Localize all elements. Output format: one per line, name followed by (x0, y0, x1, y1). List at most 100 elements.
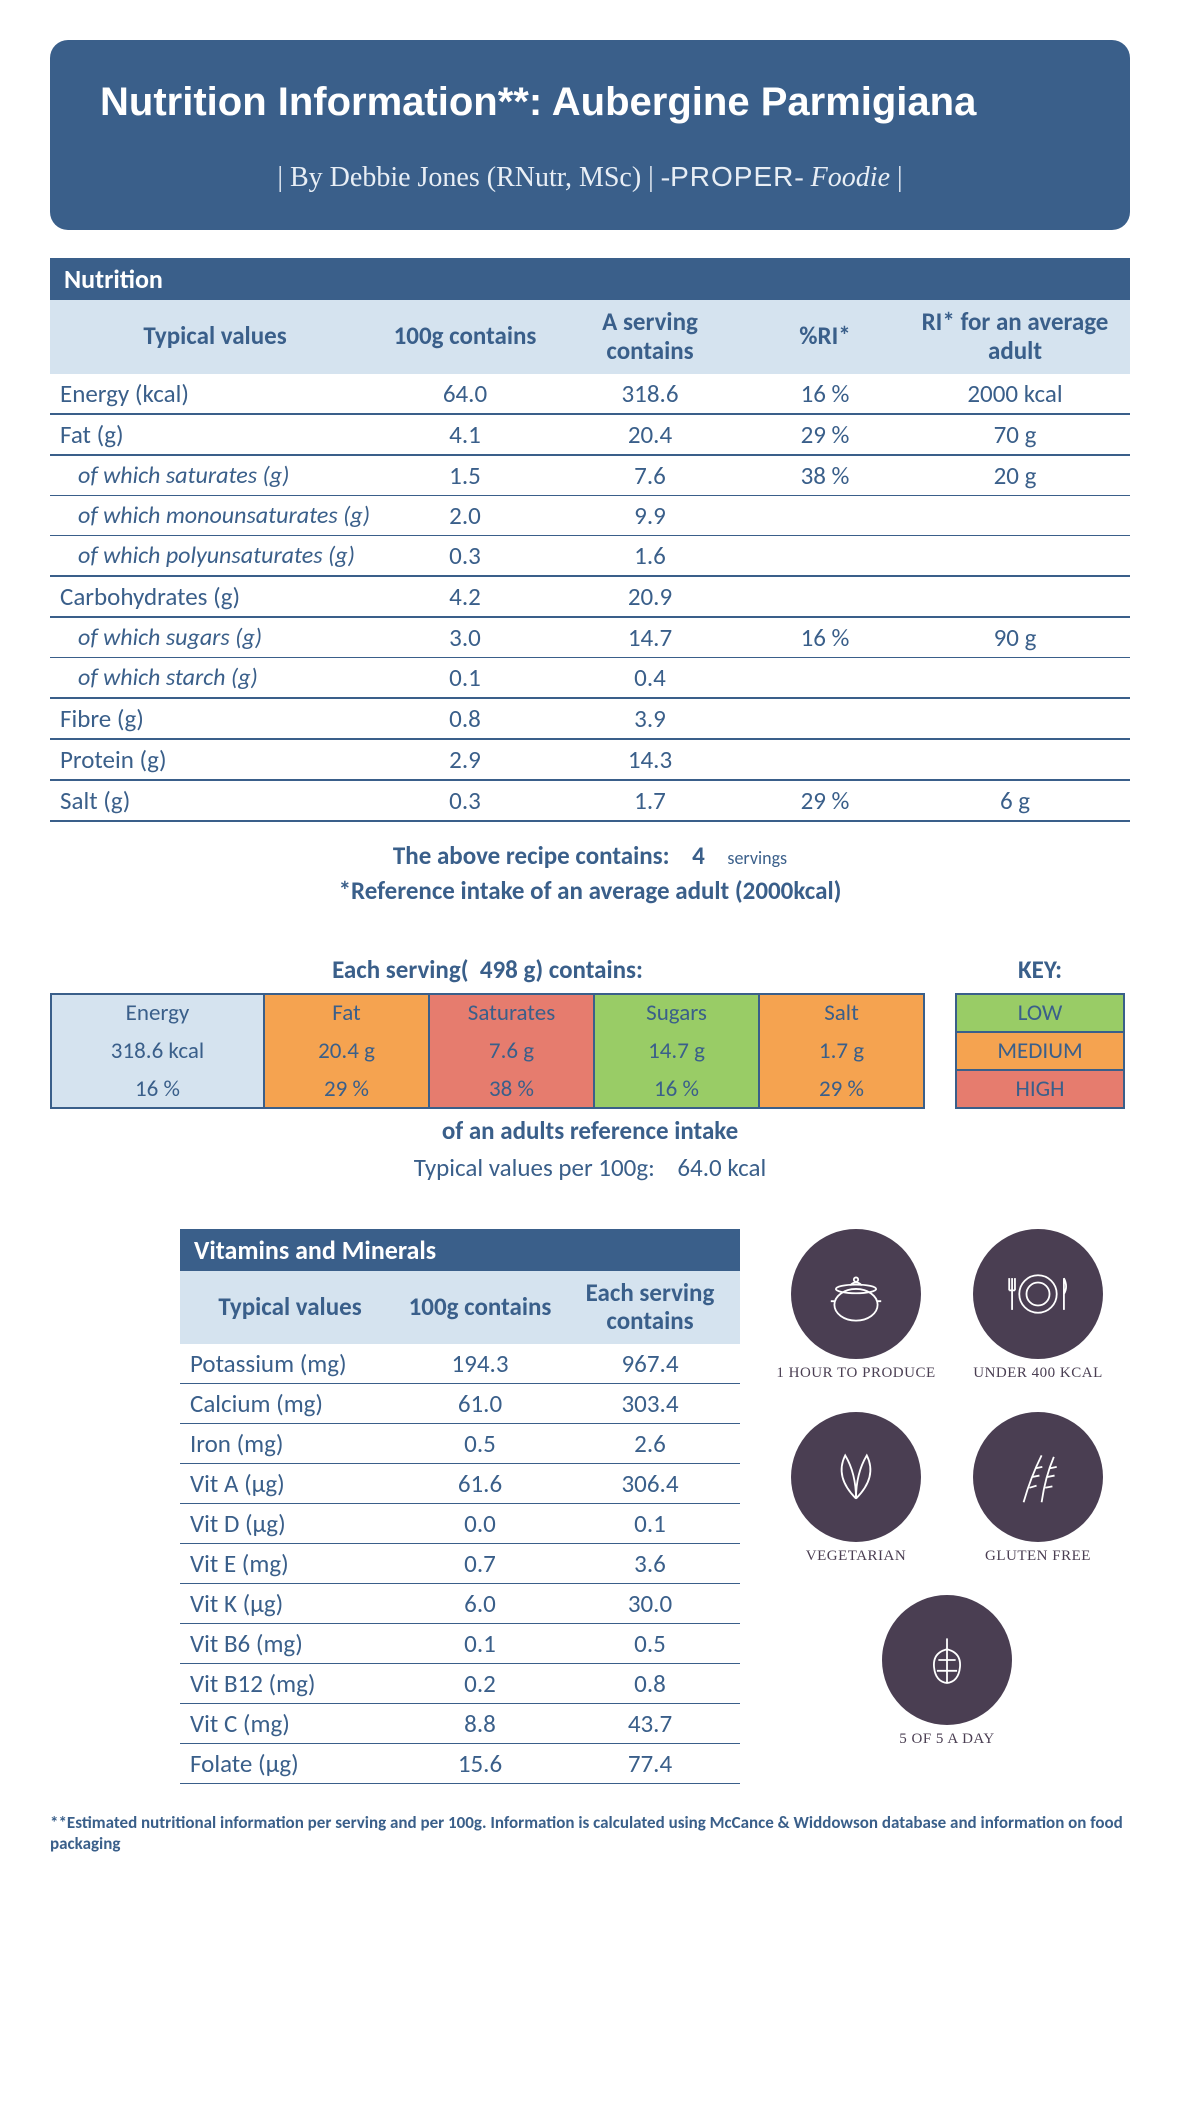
header-box: Nutrition Information**: Aubergine Parmi… (50, 40, 1130, 230)
cell: 2000 kcal (900, 376, 1130, 411)
traffic-title-grams: 498 (480, 954, 518, 985)
cell: 61.6 (400, 1466, 560, 1501)
vcol-serv: Each serving contains (560, 1277, 740, 1339)
cell: 3.6 (560, 1546, 740, 1581)
cell: Vit A (µg) (180, 1466, 400, 1501)
traffic-per100-prefix: Typical values per 100g: (414, 1152, 655, 1183)
table-row: of which sugars (g)3.014.716 %90 g (50, 618, 1130, 658)
tl-energy-label: Energy (50, 993, 265, 1033)
servings-word: servings (727, 847, 787, 869)
cell: 4.1 (380, 417, 550, 452)
pot-icon (791, 1229, 921, 1359)
table-row: Fibre (g)0.83.9 (50, 699, 1130, 740)
cell: 0.2 (400, 1666, 560, 1701)
cell: 16 % (750, 620, 900, 655)
traffic-per100-line: Typical values per 100g: 64.0 kcal (50, 1152, 1130, 1183)
cell: 29 % (750, 783, 900, 818)
cell: 0.0 (400, 1506, 560, 1541)
cell: 6 g (900, 783, 1130, 818)
traffic-light-grid: Energy Fat Saturates Sugars Salt LOW 318… (50, 993, 1130, 1109)
traffic-title: Each serving( 498 g) contains: (50, 954, 925, 985)
badge-label: UNDER 400 KCAL (973, 1365, 1103, 1382)
table-row: Salt (g)0.31.729 %6 g (50, 781, 1130, 822)
col-ri: RI* for an average adult (900, 306, 1130, 368)
tl-energy-val: 318.6 kcal (50, 1033, 265, 1071)
produce-icon (882, 1595, 1012, 1725)
cell: 77.4 (560, 1746, 740, 1781)
cell: 16 % (750, 376, 900, 411)
table-row: Protein (g)2.914.3 (50, 740, 1130, 781)
cell: Vit D (µg) (180, 1506, 400, 1541)
cell (900, 513, 1130, 517)
table-row: Vit A (µg)61.6306.4 (180, 1464, 740, 1504)
cell: Carbohydrates (g) (50, 579, 380, 614)
cell: Vit B12 (mg) (180, 1666, 400, 1701)
leaf-icon (791, 1412, 921, 1542)
traffic-subtitle: of an adults reference intake (50, 1115, 1130, 1146)
vcol-p100: 100g contains (400, 1291, 560, 1324)
author-prefix: | By Debbie Jones (RNutr, MSc) | - (277, 162, 670, 193)
cell: 967.4 (560, 1346, 740, 1381)
table-row: Energy (kcal)64.0318.616 %2000 kcal (50, 374, 1130, 415)
cell: 0.8 (560, 1666, 740, 1701)
tl-sat-val: 7.6 g (430, 1033, 595, 1071)
cell: 20.9 (550, 579, 750, 614)
tl-salt-pct: 29 % (760, 1071, 925, 1109)
cell: of which saturates (g) (50, 459, 380, 492)
cell (900, 757, 1130, 761)
tl-salt-val: 1.7 g (760, 1033, 925, 1071)
tl-sugar-val: 14.7 g (595, 1033, 760, 1071)
plate-icon (973, 1229, 1103, 1359)
servings-line: The above recipe contains: 4 servings (50, 840, 1130, 871)
cell: Vit K (µg) (180, 1586, 400, 1621)
cell: 64.0 (380, 376, 550, 411)
cell: 306.4 (560, 1466, 740, 1501)
nutrition-header-row: Typical values 100g contains A serving c… (50, 300, 1130, 374)
cell: 15.6 (400, 1746, 560, 1781)
cell: of which sugars (g) (50, 621, 380, 654)
tl-sugar-label: Sugars (595, 993, 760, 1033)
cell: 7.6 (550, 458, 750, 493)
badge: UNDER 400 KCAL (958, 1229, 1118, 1382)
cell: 4.2 (380, 579, 550, 614)
wheat-icon (973, 1412, 1103, 1542)
cell (750, 513, 900, 517)
col-per100: 100g contains (380, 320, 550, 353)
cell: 0.4 (550, 660, 750, 695)
vcol-typical: Typical values (180, 1291, 400, 1324)
traffic-title-prefix: Each serving( (332, 954, 468, 985)
servings-prefix: The above recipe contains: (393, 840, 670, 871)
reference-intake-line: *Reference intake of an average adult (2… (50, 875, 1130, 906)
key-high: HIGH (955, 1071, 1125, 1109)
nutrition-table: Nutrition Typical values 100g contains A… (50, 258, 1130, 822)
badges-grid: 1 HOUR TO PRODUCEUNDER 400 KCALVEGETARIA… (776, 1229, 1118, 1748)
nutrition-bar: Nutrition (50, 258, 1130, 300)
cell (750, 553, 900, 557)
cell: 90 g (900, 620, 1130, 655)
cell: 0.1 (400, 1626, 560, 1661)
col-serving: A serving contains (550, 306, 750, 368)
cell: Folate (µg) (180, 1746, 400, 1781)
tl-sat-label: Saturates (430, 993, 595, 1033)
cell (750, 675, 900, 679)
cell: 43.7 (560, 1706, 740, 1741)
traffic-key-label: KEY: (955, 954, 1125, 989)
cell (900, 594, 1130, 598)
cell: Fat (g) (50, 417, 380, 452)
vitamins-bar: Vitamins and Minerals (180, 1229, 740, 1271)
cell: Vit B6 (mg) (180, 1626, 400, 1661)
cell: 0.5 (560, 1626, 740, 1661)
cell: of which starch (g) (50, 661, 380, 694)
cell: Fibre (g) (50, 701, 380, 736)
cell: 194.3 (400, 1346, 560, 1381)
cell (900, 716, 1130, 720)
table-row: of which polyunsaturates (g)0.31.6 (50, 536, 1130, 577)
vitamins-header-row: Typical values 100g contains Each servin… (180, 1271, 740, 1345)
table-row: Calcium (mg)61.0303.4 (180, 1384, 740, 1424)
table-row: Iron (mg)0.52.6 (180, 1424, 740, 1464)
vitamins-table: Vitamins and Minerals Typical values 100… (180, 1229, 740, 1785)
cell: of which monounsaturates (g) (50, 499, 380, 532)
cell: 1.6 (550, 538, 750, 573)
cell: 3.0 (380, 620, 550, 655)
table-row: of which saturates (g)1.57.638 %20 g (50, 456, 1130, 496)
